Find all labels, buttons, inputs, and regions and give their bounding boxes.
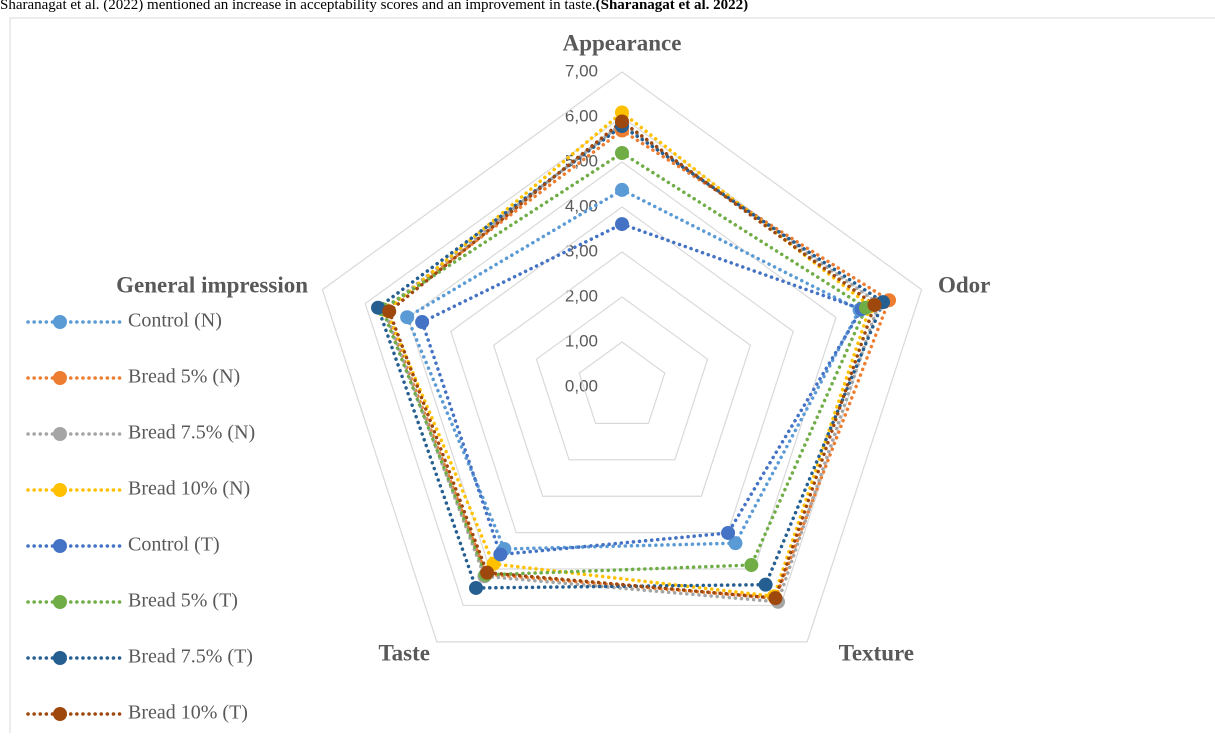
category-label: Appearance bbox=[563, 30, 682, 55]
legend-marker bbox=[53, 539, 67, 553]
grid-line bbox=[450, 206, 794, 534]
y-tick-label: 6,00 bbox=[565, 106, 598, 125]
y-tick-label: 3,00 bbox=[565, 241, 598, 260]
series-line bbox=[384, 110, 873, 599]
caption: Sharanagat et al. (2022) mentioned an in… bbox=[0, 0, 748, 13]
legend-marker bbox=[53, 483, 67, 497]
y-tick-label: 4,00 bbox=[565, 196, 598, 215]
grid-line bbox=[364, 116, 880, 607]
data-point bbox=[615, 146, 629, 160]
series-line bbox=[404, 187, 862, 551]
legend-label: Control (N) bbox=[128, 310, 222, 332]
data-point bbox=[415, 315, 430, 330]
data-point bbox=[371, 300, 386, 315]
data-point bbox=[768, 591, 783, 606]
category-label: General impression bbox=[116, 272, 308, 297]
y-tick-label: 7,00 bbox=[565, 61, 598, 80]
grid-line bbox=[492, 251, 752, 497]
legend-label: Bread 10% (N) bbox=[128, 478, 250, 500]
legend-marker bbox=[53, 315, 67, 329]
y-tick-label: 1,00 bbox=[565, 331, 598, 350]
data-point bbox=[493, 547, 508, 562]
legend-label: Bread 7.5% (T) bbox=[128, 646, 253, 668]
data-point bbox=[468, 580, 483, 595]
grid-line bbox=[321, 71, 923, 643]
legend-label: Bread 10% (T) bbox=[128, 702, 248, 724]
data-point bbox=[758, 577, 773, 592]
legend-label: Bread 5% (T) bbox=[128, 590, 238, 612]
series-line bbox=[375, 123, 886, 590]
data-point bbox=[615, 114, 629, 129]
legend-label: Bread 7.5% (N) bbox=[128, 422, 255, 444]
legend-marker bbox=[53, 595, 67, 609]
y-tick-label: 2,00 bbox=[565, 286, 598, 305]
chart-border bbox=[9, 17, 1215, 738]
data-point bbox=[615, 182, 629, 197]
data-point bbox=[382, 304, 397, 319]
data-point bbox=[400, 310, 415, 325]
legend-marker bbox=[53, 651, 67, 665]
legend-marker bbox=[53, 707, 67, 721]
series-line bbox=[419, 222, 865, 557]
legend-marker bbox=[53, 427, 67, 441]
category-label: Taste bbox=[378, 640, 430, 665]
data-point bbox=[721, 525, 736, 540]
data-point bbox=[867, 297, 882, 312]
series-line bbox=[382, 128, 892, 601]
grid-line bbox=[535, 296, 709, 461]
series-line bbox=[380, 150, 869, 577]
y-tick-label: 0,00 bbox=[565, 376, 598, 395]
data-point bbox=[615, 217, 629, 232]
data-point bbox=[480, 565, 495, 580]
legend-label: Control (T) bbox=[128, 534, 220, 556]
data-point bbox=[728, 536, 743, 551]
grid-line bbox=[578, 341, 666, 425]
data-point bbox=[744, 558, 759, 573]
legend-marker bbox=[53, 371, 67, 385]
legend-label: Bread 5% (N) bbox=[128, 366, 240, 388]
category-label: Texture bbox=[839, 640, 914, 665]
category-label: Odor bbox=[938, 272, 990, 297]
